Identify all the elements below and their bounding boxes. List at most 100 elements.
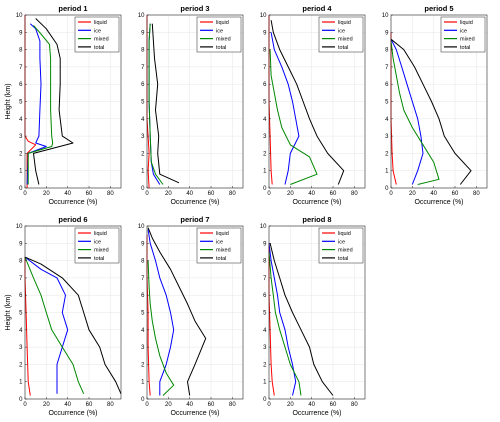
y-tick-label: 2 [385,151,389,157]
y-tick-label: 0 [263,186,267,192]
y-tick-label: 5 [141,100,145,106]
y-tick-label: 2 [19,151,23,157]
series-line-mixed [390,40,440,185]
y-tick-label: 2 [141,362,145,368]
series-line-total [151,23,180,184]
x-tick-label: 0 [267,191,271,197]
legend-label-ice: ice [216,239,223,245]
x-tick-label: 60 [86,191,93,197]
x-tick-label: 80 [473,191,480,197]
legend-label-ice: ice [94,239,101,245]
legend-label-total: total [460,45,470,51]
legend-label-liquid: liquid [94,20,107,26]
y-tick-label: 8 [141,259,145,265]
x-tick-label: 20 [165,191,172,197]
y-tick-label: 9 [19,241,23,247]
y-tick-label: 10 [138,224,145,230]
y-tick-label: 3 [19,345,23,351]
legend-label-total: total [338,45,348,51]
y-tick-label: 3 [141,345,145,351]
legend-label-mixed: mixed [216,37,231,43]
x-tick-label: 0 [389,191,393,197]
x-tick-label: 80 [107,402,114,408]
x-tick-label: 40 [64,402,71,408]
series-line-ice [270,32,300,185]
chart-panel: 0 20 40 60 80 0 1 2 3 4 5 6 7 8 9 10 period 7 Occurrence … [138,215,244,417]
y-tick-label: 0 [263,397,267,403]
x-tick-label: 40 [186,191,193,197]
y-tick-label: 4 [19,328,23,334]
y-tick-label: 4 [263,328,267,334]
y-tick-label: 0 [385,186,389,192]
legend-label-total: total [338,256,348,262]
y-tick-label: 6 [263,293,267,299]
y-tick-label: 1 [141,169,145,175]
chart-panel: 0 20 40 60 80 0 1 2 3 4 5 6 7 8 9 10 period 5 Occurrence … [382,4,488,206]
x-tick-label: 20 [165,402,172,408]
y-tick-label: 9 [19,30,23,36]
series-line-liquid [146,234,151,396]
y-tick-label: 3 [141,134,145,140]
series-line-liquid [268,15,273,185]
legend-box [196,16,242,53]
series-line-total [147,227,207,396]
x-tick-label: 80 [229,402,236,408]
legend: liquid ice mixed total [196,227,242,264]
legend-label-ice: ice [338,239,345,245]
y-tick-label: 7 [263,276,267,282]
y-tick-label: 8 [19,48,23,54]
y-tick-label: 6 [385,82,389,88]
y-axis-label: Height (km) [5,294,12,330]
y-tick-label: 0 [19,397,23,403]
legend-box [74,16,120,53]
y-tick-label: 7 [19,65,23,71]
x-axis-label: Occurrence (%) [292,410,341,417]
x-tick-label: 20 [287,191,294,197]
y-tick-label: 5 [263,311,267,317]
series-line-total [390,38,472,185]
legend: liquid ice mixed total [318,227,364,264]
chart-panel: 0 20 40 60 80 0 1 2 3 4 5 6 7 8 9 10 period 4 Occurrence … [260,4,366,206]
series-line-mixed [24,256,85,395]
x-tick-label: 40 [308,191,315,197]
y-tick-label: 3 [263,134,267,140]
y-tick-label: 10 [138,13,145,19]
series-line-ice [24,256,69,394]
y-tick-label: 9 [141,241,145,247]
legend-label-liquid: liquid [338,20,351,26]
y-tick-label: 10 [16,13,23,19]
x-tick-label: 80 [351,191,358,197]
y-tick-label: 10 [260,224,267,230]
x-tick-label: 0 [145,191,149,197]
chart-panel: 0 20 40 60 80 0 1 2 3 4 5 6 7 8 9 10 period 3 Occurrence … [138,4,244,206]
x-tick-label: 40 [186,402,193,408]
y-tick-label: 5 [141,311,145,317]
y-tick-label: 3 [19,134,23,140]
series-line-ice [390,38,424,185]
series-line-mixed [27,25,54,185]
x-tick-label: 80 [107,191,114,197]
x-tick-label: 60 [208,402,215,408]
legend: liquid ice mixed total [318,16,364,53]
x-axis-label: Occurrence (%) [414,199,463,206]
y-tick-label: 10 [382,13,389,19]
series-line-total [270,20,345,185]
x-tick-label: 0 [267,402,271,408]
panel-title: period 8 [302,215,331,224]
y-tick-label: 4 [385,117,389,123]
y-tick-label: 10 [16,224,23,230]
x-tick-label: 20 [43,191,50,197]
y-tick-label: 10 [260,13,267,19]
legend-label-mixed: mixed [94,37,109,43]
panel-title: period 1 [58,4,87,13]
series-line-liquid [390,32,397,185]
x-tick-label: 80 [351,402,358,408]
legend-label-liquid: liquid [460,20,473,26]
legend-label-total: total [94,256,104,262]
y-tick-label: 1 [263,169,267,175]
y-tick-label: 7 [385,65,389,71]
y-tick-label: 6 [141,82,145,88]
x-tick-label: 60 [330,402,337,408]
y-tick-label: 8 [141,48,145,54]
y-tick-label: 3 [385,134,389,140]
